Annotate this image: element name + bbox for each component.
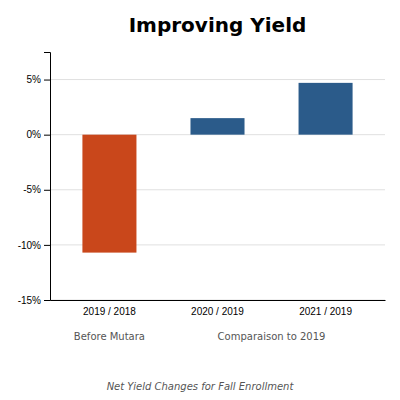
y-tick-mark	[44, 80, 50, 81]
y-tick-mark	[44, 135, 50, 136]
x-tick-label: 2019 / 2018	[83, 306, 136, 317]
plot: -15% -10% -5% 0% 5% 2019 / 2018 2020 / 2019 202…	[18, 53, 386, 343]
y-tick-label: 0%	[27, 129, 42, 140]
footnote: Net Yield Changes for Fall Enrollment	[107, 381, 295, 392]
y-tick-label: -10%	[18, 240, 41, 251]
y-tick-mark	[44, 300, 50, 301]
bar	[190, 118, 244, 135]
bars	[82, 83, 352, 253]
bar	[82, 135, 136, 253]
group-label: Before Mutara	[74, 331, 145, 342]
y-tick: -5%	[23, 184, 50, 195]
x-tick-label: 2020 / 2019	[191, 306, 244, 317]
y-tick-label: -5%	[23, 184, 41, 195]
y-tick: -15%	[18, 295, 50, 306]
x-tick: 2020 / 2019	[191, 300, 244, 317]
title: Improving Yield	[129, 13, 307, 37]
x-tick-label: 2021 / 2019	[299, 306, 352, 317]
grid	[50, 80, 385, 300]
grid-line	[50, 79, 385, 80]
x-axis: 2019 / 2018 2020 / 2019 2021 / 2019	[51, 300, 386, 317]
y-tick-label: 5%	[27, 74, 42, 85]
y-tick: -10%	[18, 240, 50, 251]
x-tick: 2021 / 2019	[299, 300, 352, 317]
y-tick-label: -15%	[18, 295, 41, 306]
group-label: Comparaison to 2019	[218, 331, 326, 342]
bar	[299, 83, 353, 135]
grid-line	[50, 300, 385, 301]
y-tick: 5%	[27, 74, 50, 85]
y-axis-line	[44, 53, 51, 301]
y-tick-mark	[44, 245, 50, 246]
x-tick: 2019 / 2018	[83, 300, 136, 317]
y-tick: 0%	[27, 129, 50, 140]
y-axis: -15% -10% -5% 0% 5%	[18, 53, 51, 306]
chart: -15% -10% -5% 0% 5% 2019 / 2018 2020 / 2019 202…	[0, 0, 400, 400]
x-axis-line	[51, 300, 386, 301]
y-tick-mark	[44, 190, 50, 191]
